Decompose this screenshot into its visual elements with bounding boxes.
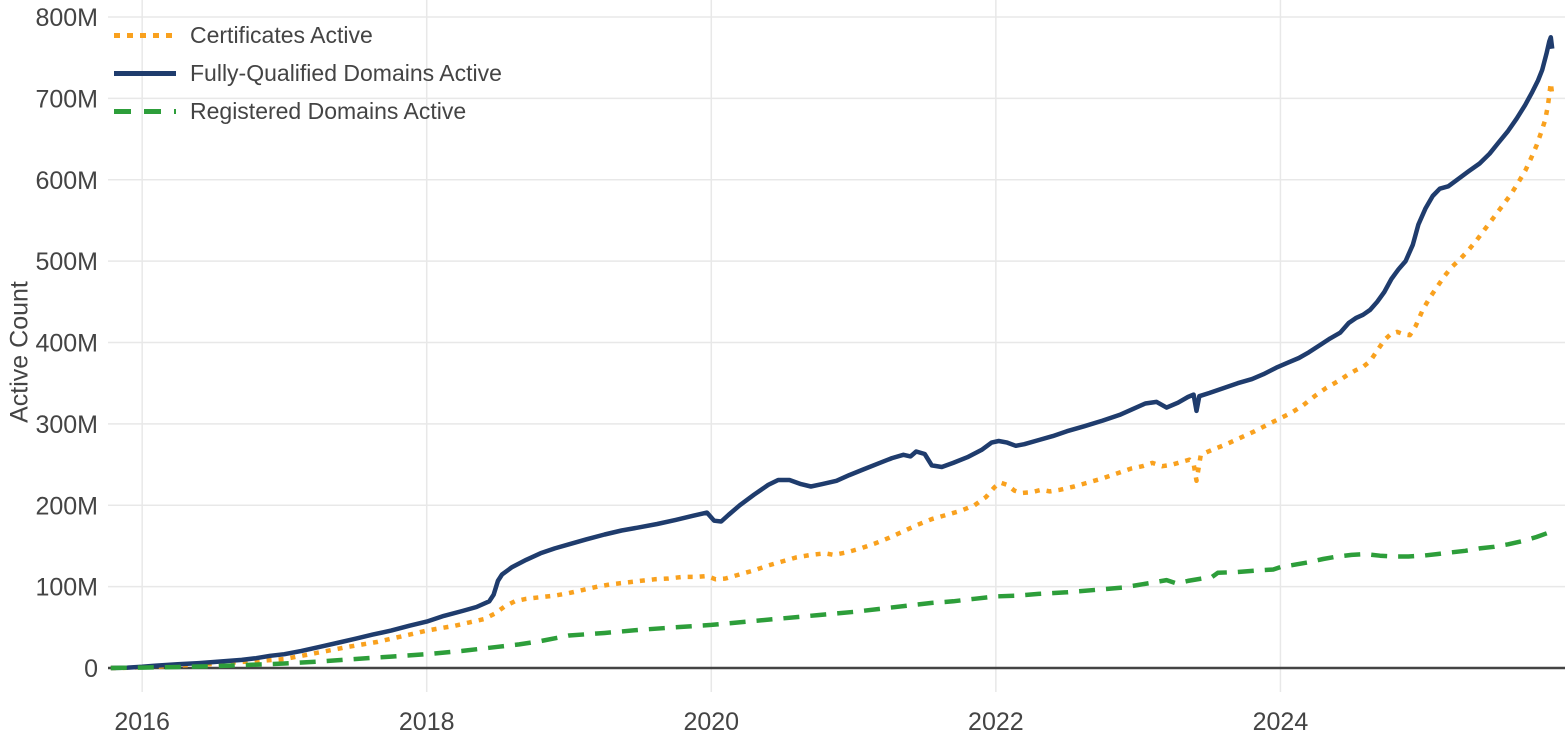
y-tick-label-400M: 400M	[35, 330, 98, 358]
x-tick-label-2020: 2020	[683, 708, 739, 736]
legend: Certificates Active Fully-Qualified Doma…	[114, 16, 502, 130]
legend-item-fully-qualified-domains-active[interactable]: Fully-Qualified Domains Active	[114, 54, 502, 92]
legend-item-certificates-active[interactable]: Certificates Active	[114, 16, 502, 54]
x-tick-label-2018: 2018	[399, 708, 455, 736]
y-tick-label-0: 0	[84, 655, 98, 683]
series-line-fully-qualified-domains-active	[110, 35, 1555, 671]
legend-label: Fully-Qualified Domains Active	[190, 59, 502, 86]
x-tick-label-2022: 2022	[968, 708, 1024, 736]
legend-label: Registered Domains Active	[190, 97, 467, 124]
x-tick-label-2024: 2024	[1253, 708, 1309, 736]
legend-label: Certificates Active	[190, 21, 373, 48]
y-tick-label-500M: 500M	[35, 248, 98, 276]
legend-item-registered-domains-active[interactable]: Registered Domains Active	[114, 92, 502, 130]
y-tick-label-100M: 100M	[35, 574, 98, 602]
x-tick-label-2016: 2016	[114, 708, 170, 736]
y-tick-label-700M: 700M	[35, 85, 98, 113]
legend-swatch-dashed-line	[114, 108, 176, 114]
series-line-registered-domains-active	[110, 529, 1552, 671]
y-tick-label-800M: 800M	[35, 4, 98, 32]
series-line-certificates-active	[110, 80, 1555, 671]
y-tick-label-300M: 300M	[35, 411, 98, 439]
legend-swatch-dotted-line	[114, 32, 176, 38]
legend-swatch-solid-line	[114, 70, 176, 76]
y-tick-label-200M: 200M	[35, 492, 98, 520]
y-axis-title: Active Count	[5, 281, 34, 423]
y-tick-label-600M: 600M	[35, 167, 98, 195]
